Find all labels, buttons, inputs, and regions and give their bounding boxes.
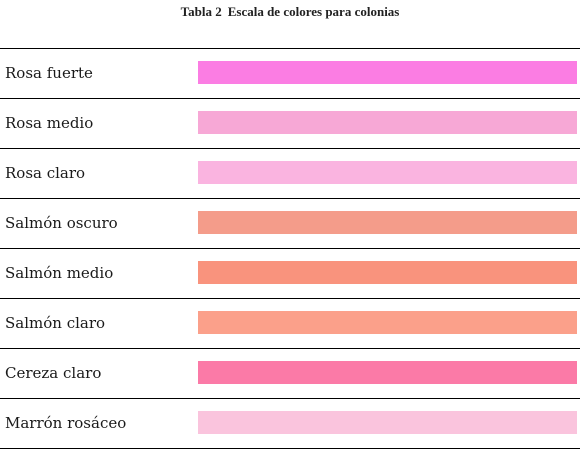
table-row: Marrón rosáceo bbox=[0, 398, 580, 449]
color-name: Salmón claro bbox=[5, 314, 106, 332]
table-row: Rosa claro bbox=[0, 148, 580, 198]
table-row: Rosa medio bbox=[0, 98, 580, 148]
color-swatch bbox=[198, 211, 577, 234]
color-name: Salmón medio bbox=[5, 264, 114, 282]
table-row: Cereza claro bbox=[0, 348, 580, 398]
color-swatch bbox=[198, 61, 577, 84]
table-row: Salmón medio bbox=[0, 248, 580, 298]
color-swatch bbox=[198, 361, 577, 384]
color-swatch bbox=[198, 261, 577, 284]
color-name: Salmón oscuro bbox=[5, 214, 118, 232]
table-title: Escala de colores para colonias bbox=[227, 4, 400, 19]
table-row: Salmón oscuro bbox=[0, 198, 580, 248]
color-name: Marrón rosáceo bbox=[5, 414, 127, 432]
color-swatch bbox=[198, 411, 577, 434]
table-row: Salmón claro bbox=[0, 298, 580, 348]
color-scale-table: Rosa fuerte Rosa medio Rosa claro Salmón… bbox=[0, 48, 580, 449]
color-name: Rosa fuerte bbox=[5, 64, 93, 82]
color-name: Rosa claro bbox=[5, 164, 86, 182]
color-name: Cereza claro bbox=[5, 364, 102, 382]
table-number: Tabla 2 bbox=[180, 4, 222, 19]
table-row: Rosa fuerte bbox=[0, 48, 580, 98]
color-swatch bbox=[198, 161, 577, 184]
color-swatch bbox=[198, 111, 577, 134]
color-swatch bbox=[198, 311, 577, 334]
table-caption: Tabla 2 Escala de colores para colonias bbox=[0, 4, 580, 20]
color-name: Rosa medio bbox=[5, 114, 94, 132]
